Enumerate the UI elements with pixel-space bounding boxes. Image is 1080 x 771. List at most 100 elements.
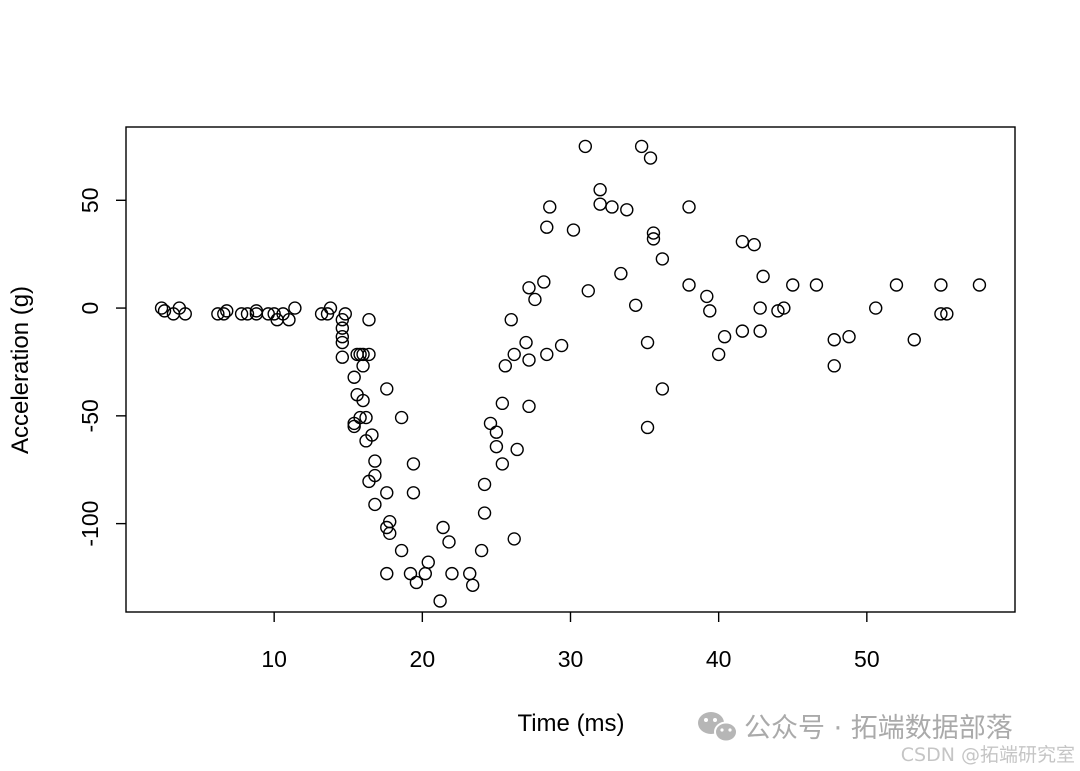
data-point xyxy=(335,350,350,364)
wechat-icon xyxy=(698,712,738,743)
data-point xyxy=(362,347,376,362)
data-point xyxy=(646,226,661,240)
data-point xyxy=(445,566,459,581)
data-point xyxy=(489,439,504,454)
y-axis-label: Acceleration (g) xyxy=(7,286,34,454)
data-point xyxy=(566,223,581,237)
data-point xyxy=(643,151,658,165)
data-point xyxy=(581,284,595,298)
data-point xyxy=(682,278,696,292)
data-point xyxy=(809,278,824,292)
data-point xyxy=(655,252,670,266)
data-point xyxy=(735,324,750,338)
data-point xyxy=(498,359,513,373)
data-point xyxy=(940,307,954,321)
data-point xyxy=(495,396,510,411)
watermark-main-text: 公众号 · 拓端数据部落 xyxy=(744,713,1013,744)
data-point xyxy=(368,497,382,512)
data-point xyxy=(356,393,370,408)
data-point xyxy=(753,301,767,315)
data-point xyxy=(368,454,382,468)
data-point xyxy=(323,301,338,315)
data-point xyxy=(703,304,717,318)
y-tick-label: -50 xyxy=(77,399,103,432)
data-point xyxy=(786,278,800,292)
data-point xyxy=(383,526,397,541)
data-point xyxy=(519,335,533,350)
data-point xyxy=(889,278,904,292)
data-point xyxy=(353,410,367,425)
data-point xyxy=(540,347,554,362)
data-point xyxy=(934,278,948,292)
data-point xyxy=(620,203,634,217)
data-point xyxy=(495,457,510,471)
y-tick-label: 50 xyxy=(77,187,103,213)
data-point xyxy=(605,200,619,214)
data-point xyxy=(409,575,424,590)
data-point xyxy=(380,566,394,581)
data-point xyxy=(474,543,489,558)
data-point xyxy=(368,468,382,483)
x-tick-label: 40 xyxy=(706,646,732,672)
data-point xyxy=(717,330,732,344)
data-point xyxy=(777,301,791,315)
data-point xyxy=(655,382,670,396)
data-point xyxy=(578,139,593,154)
data-point xyxy=(157,304,172,318)
data-point xyxy=(507,532,521,546)
data-point xyxy=(972,278,987,292)
x-tick-label: 20 xyxy=(410,646,436,672)
data-point xyxy=(934,307,948,321)
data-point xyxy=(540,220,554,234)
data-point xyxy=(406,486,421,500)
data-point xyxy=(442,535,456,549)
watermark-sub-text: CSDN @拓端研究室 xyxy=(901,744,1075,766)
data-point xyxy=(282,313,296,327)
data-point xyxy=(646,232,661,246)
data-point xyxy=(700,289,714,304)
data-point xyxy=(240,307,255,321)
data-point xyxy=(466,578,480,592)
data-point xyxy=(394,410,409,425)
data-point xyxy=(154,301,169,315)
data-point xyxy=(338,307,352,321)
data-point xyxy=(634,139,649,154)
data-point xyxy=(507,347,521,362)
data-point xyxy=(288,301,302,315)
x-tick-label: 50 xyxy=(854,646,880,672)
data-point xyxy=(504,313,518,327)
watermark: 公众号 · 拓端数据部落 CSDN @拓端研究室 xyxy=(698,712,1075,766)
data-point xyxy=(380,486,394,500)
data-point xyxy=(640,335,655,350)
data-point xyxy=(436,520,450,535)
data-point xyxy=(640,420,655,435)
data-point xyxy=(178,307,192,321)
data-point xyxy=(907,333,921,347)
data-point xyxy=(365,428,379,442)
data-point xyxy=(771,304,785,318)
data-point xyxy=(753,324,767,338)
data-point xyxy=(335,335,350,350)
data-point xyxy=(711,347,726,362)
data-point xyxy=(347,370,361,384)
data-point xyxy=(335,330,350,344)
data-point xyxy=(528,292,542,307)
data-point xyxy=(335,321,350,335)
data-point xyxy=(356,359,370,373)
data-point xyxy=(522,281,536,295)
plot-area: 10 20 30 40 50 50 0 -50 -100 xyxy=(77,126,1016,672)
data-point xyxy=(217,307,231,321)
y-tick-label: -100 xyxy=(77,501,103,547)
data-point xyxy=(489,425,504,439)
data-point xyxy=(406,457,421,471)
data-point xyxy=(682,200,696,214)
data-point xyxy=(211,307,225,321)
data-point xyxy=(543,200,557,214)
data-point xyxy=(827,333,841,347)
data-point xyxy=(869,301,883,315)
data-point xyxy=(842,330,856,344)
data-point xyxy=(220,304,234,318)
data-point xyxy=(477,506,492,520)
data-point xyxy=(747,237,761,252)
